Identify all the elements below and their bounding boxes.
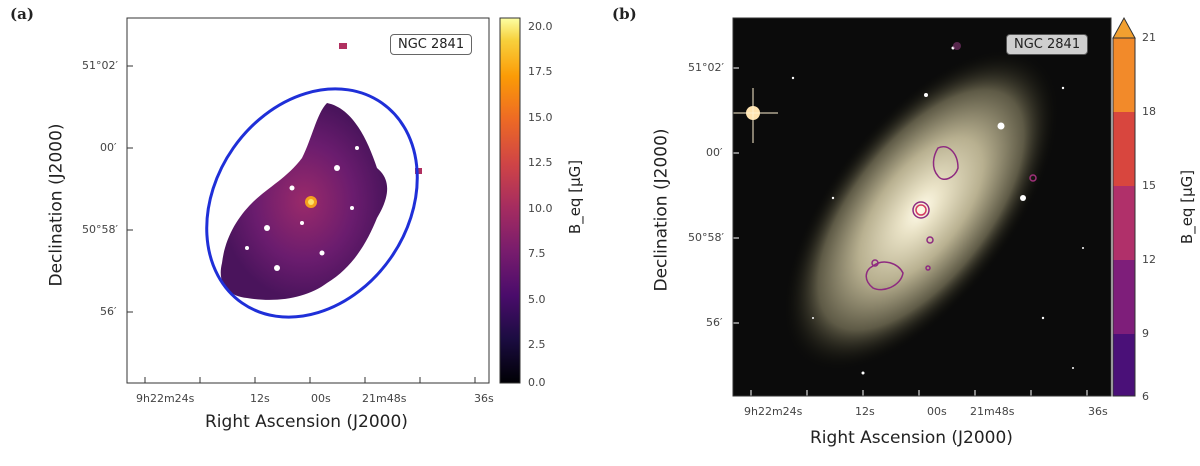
contour: [865, 261, 904, 291]
panel-b-cb-tick: 21: [1142, 31, 1156, 44]
panel-b-xtick: 36s: [1088, 405, 1108, 418]
panel-b-ylabel: Declination (J2000): [651, 128, 672, 292]
panel-b-cb-tick: 15: [1142, 179, 1156, 192]
panel-b-xtick: 21m48s: [970, 405, 1015, 418]
panel-a-cb-tick: 10.0: [528, 202, 553, 215]
panel-a-colorbar: [499, 17, 521, 384]
panel-b-letter: (b): [612, 5, 637, 23]
panel-b-xtick: 9h22m24s: [744, 405, 803, 418]
panel-a-galaxy-label: NGC 2841: [390, 34, 473, 55]
panel-a-cb-tick: 2.5: [528, 338, 546, 351]
colorbar-level: [1113, 334, 1135, 396]
colorbar-level: [1113, 112, 1135, 186]
panel-b-cb-tick: 12: [1142, 253, 1156, 266]
panel-a-xtick: 36s: [474, 392, 494, 405]
colorbar-level: [1113, 186, 1135, 260]
panel-a-xtick: 00s: [311, 392, 331, 405]
contour: [932, 146, 959, 180]
source-blob: [339, 43, 347, 49]
panel-a-cb-tick: 20.0: [528, 20, 553, 33]
panel-a-cb-title: B_eq [μG]: [566, 159, 585, 235]
panel-a-cb-tick: 15.0: [528, 111, 553, 124]
panel-a-letter: (a): [10, 5, 34, 23]
panel-a-cb-tick: 12.5: [528, 156, 553, 169]
panel-b-galaxy-label: NGC 2841: [1006, 34, 1089, 55]
panel-b-colorbar: [1112, 16, 1136, 397]
panel-b-cb-tick: 9: [1142, 327, 1149, 340]
galaxy-extent-ellipse: [205, 87, 419, 319]
colorbar-level: [1113, 260, 1135, 334]
panel-a-xlabel: Right Ascension (J2000): [205, 412, 408, 432]
panel-b-ytick: 50°58′: [688, 231, 724, 244]
panel-a-cb-tick: 0.0: [528, 376, 546, 389]
panel-b-plot: [732, 17, 1112, 397]
galaxy-disk: [784, 50, 1058, 370]
panel-b-ytick: 51°02′: [688, 61, 724, 74]
panel-b-cb-tick: 18: [1142, 105, 1156, 118]
panel-a-cb-tick: 5.0: [528, 293, 546, 306]
panel-a-ylabel: Declination (J2000): [46, 123, 67, 287]
panel-a-ytick: 56′: [100, 305, 117, 318]
panel-a-xtick: 9h22m24s: [136, 392, 195, 405]
panel-a-cb-tick: 17.5: [528, 65, 553, 78]
panel-b-ytick: 56′: [706, 316, 723, 329]
panel-a-ytick: 00′: [100, 141, 117, 154]
colorbar-extend-arrow: [1112, 16, 1136, 39]
panel-b-ytick: 00′: [706, 146, 723, 159]
panel-a-xtick: 21m48s: [362, 392, 407, 405]
panel-b-xlabel: Right Ascension (J2000): [810, 428, 1013, 448]
panel-b-cb-tick: 6: [1142, 390, 1149, 403]
panel-b-cb-title: B_eq [μG]: [1178, 169, 1197, 245]
colorbar-level: [1113, 38, 1135, 112]
panel-a-plot: [126, 17, 490, 384]
panel-a-cb-tick: 7.5: [528, 247, 546, 260]
field-emission-region: [220, 103, 388, 300]
panel-a-xtick: 12s: [250, 392, 270, 405]
panel-b-xtick: 12s: [855, 405, 875, 418]
panel-a-ytick: 50°58′: [82, 223, 118, 236]
panel-b-xtick: 00s: [927, 405, 947, 418]
nucleus-contour: [912, 201, 930, 219]
panel-a-ytick: 51°02′: [82, 59, 118, 72]
